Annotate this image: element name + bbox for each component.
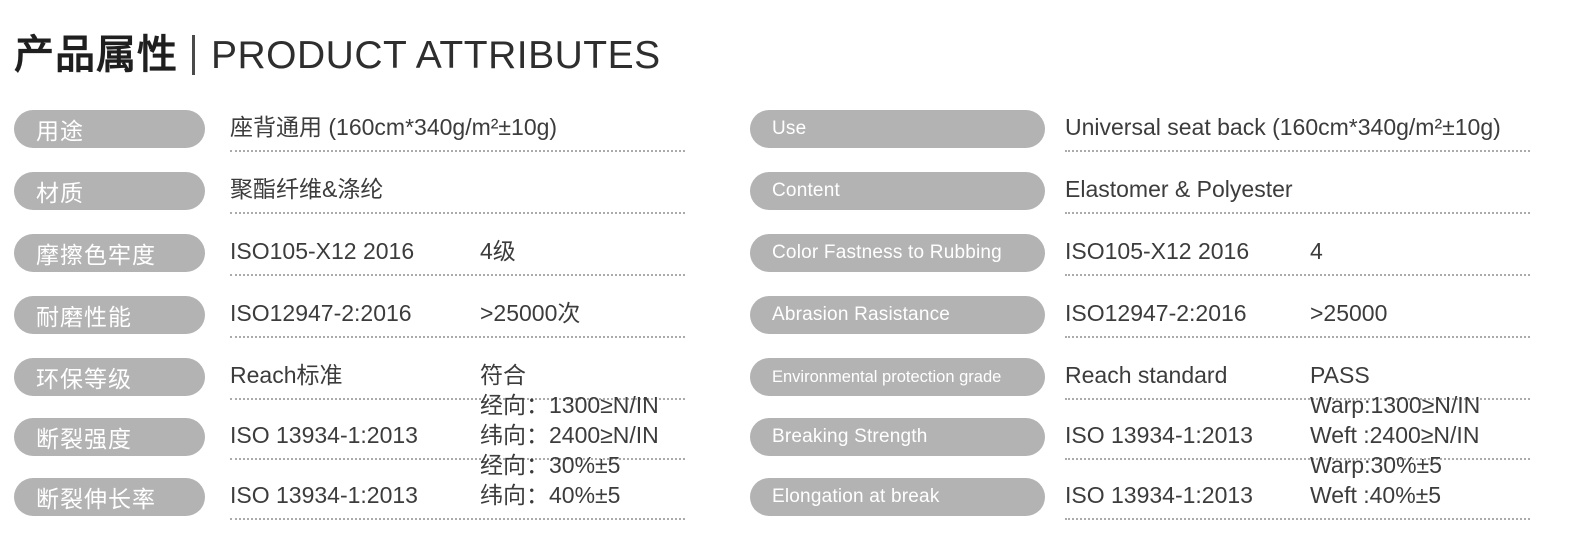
result-warp: Warp:1300≥N/IN xyxy=(1310,392,1481,418)
attribute-row-breaking-strength-zh: 断裂强度 ISO 13934-1:2013 经向：1300≥N/IN 纬向：24… xyxy=(14,390,685,460)
attribute-label: Elongation at break xyxy=(772,486,940,507)
attribute-label: Color Fastness to Rubbing xyxy=(772,242,1002,263)
attribute-values: Universal seat back (160cm*340g/m²±10g) xyxy=(1065,112,1530,152)
attribute-label: Environmental protection grade xyxy=(772,367,1002,386)
attribute-label-pill: 环保等级 xyxy=(14,358,205,396)
attribute-row-elongation-en: Elongation at break ISO 13934-1:2013 War… xyxy=(750,450,1530,520)
result-value: 4 xyxy=(1310,238,1323,264)
standard-value: ISO12947-2:2016 xyxy=(1065,300,1247,326)
attribute-label-pill: Environmental protection grade xyxy=(750,358,1045,396)
attribute-values: ISO105-X12 2016 4 xyxy=(1065,236,1530,276)
attribute-row-use-en: Use Universal seat back (160cm*340g/m²±1… xyxy=(750,110,1530,152)
attribute-label-pill: Use xyxy=(750,110,1045,148)
attributes-grid: 用途 座背通用 (160cm*340g/m²±10g) 材质 聚酯纤维&涤纶 摩… xyxy=(14,110,1530,540)
result-weft: 纬向：2400≥N/IN xyxy=(480,422,659,448)
result-value: 符合 xyxy=(480,362,526,388)
result-value: 经向：1300≥N/IN 纬向：2400≥N/IN xyxy=(480,390,685,450)
attribute-values: Reach标准 符合 xyxy=(230,360,685,400)
attribute-values: ISO 13934-1:2013 Warp:30%±5 Weft :40%±5 xyxy=(1065,450,1530,520)
attribute-values: Reach standard PASS xyxy=(1065,360,1530,400)
attribute-label: 环保等级 xyxy=(36,366,132,392)
attribute-values: ISO105-X12 2016 4级 xyxy=(230,236,685,276)
attribute-values: ISO12947-2:2016 >25000次 xyxy=(230,298,685,338)
result-value: 4级 xyxy=(480,238,516,264)
attribute-row-content-zh: 材质 聚酯纤维&涤纶 xyxy=(14,172,685,214)
attribute-row-elongation-zh: 断裂伸长率 ISO 13934-1:2013 经向：30%±5 纬向：40%±5 xyxy=(14,450,685,520)
attribute-values: ISO 13934-1:2013 经向：30%±5 纬向：40%±5 xyxy=(230,450,685,520)
attribute-label: 断裂伸长率 xyxy=(36,486,156,512)
result-warp: 经向：1300≥N/IN xyxy=(480,392,659,418)
attribute-label-pill: Breaking Strength xyxy=(750,418,1045,456)
attribute-values: 座背通用 (160cm*340g/m²±10g) xyxy=(230,112,685,152)
attributes-column-en: Use Universal seat back (160cm*340g/m²±1… xyxy=(750,110,1530,540)
standard-value: ISO105-X12 2016 xyxy=(1065,238,1250,264)
attribute-values: ISO12947-2:2016 >25000 xyxy=(1065,298,1530,338)
attribute-label-pill: Color Fastness to Rubbing xyxy=(750,234,1045,272)
attribute-row-environmental-zh: 环保等级 Reach标准 符合 xyxy=(14,358,685,400)
standard-value: ISO 13934-1:2013 xyxy=(1065,482,1253,508)
attribute-row-abrasion-zh: 耐磨性能 ISO12947-2:2016 >25000次 xyxy=(14,296,685,338)
attribute-label-pill: Content xyxy=(750,172,1045,210)
page-title-en: PRODUCT ATTRIBUTES xyxy=(211,33,661,77)
attribute-row-abrasion-en: Abrasion Rasistance ISO12947-2:2016 >250… xyxy=(750,296,1530,338)
title-divider xyxy=(192,35,195,75)
attribute-row-color-fastness-en: Color Fastness to Rubbing ISO105-X12 201… xyxy=(750,234,1530,276)
attribute-label-pill: 耐磨性能 xyxy=(14,296,205,334)
standard-value: ISO 13934-1:2013 xyxy=(230,482,418,508)
result-value: Warp:30%±5 Weft :40%±5 xyxy=(1310,450,1530,510)
attributes-column-zh: 用途 座背通用 (160cm*340g/m²±10g) 材质 聚酯纤维&涤纶 摩… xyxy=(14,110,685,540)
attribute-values: ISO 13934-1:2013 Warp:1300≥N/IN Weft :24… xyxy=(1065,390,1530,460)
result-warp: Warp:30%±5 xyxy=(1310,452,1442,478)
result-weft: Weft :40%±5 xyxy=(1310,482,1442,508)
attribute-values: ISO 13934-1:2013 经向：1300≥N/IN 纬向：2400≥N/… xyxy=(230,390,685,460)
result-value: Warp:1300≥N/IN Weft :2400≥N/IN xyxy=(1310,390,1530,450)
attribute-row-breaking-strength-en: Breaking Strength ISO 13934-1:2013 Warp:… xyxy=(750,390,1530,460)
result-weft: 纬向：40%±5 xyxy=(480,482,621,508)
attribute-value: Elastomer & Polyester xyxy=(1065,176,1293,202)
attribute-label: 摩擦色牢度 xyxy=(36,242,156,268)
attribute-label: Breaking Strength xyxy=(772,426,928,447)
attribute-label-pill: Elongation at break xyxy=(750,478,1045,516)
attribute-value: 聚酯纤维&涤纶 xyxy=(230,176,384,202)
attribute-row-environmental-en: Environmental protection grade Reach sta… xyxy=(750,358,1530,400)
result-value: >25000 xyxy=(1310,300,1388,326)
attribute-value: 座背通用 (160cm*340g/m²±10g) xyxy=(230,114,558,140)
standard-value: ISO 13934-1:2013 xyxy=(230,422,418,448)
standard-value: Reach标准 xyxy=(230,362,343,388)
result-value: 经向：30%±5 纬向：40%±5 xyxy=(480,450,685,510)
result-weft: Weft :2400≥N/IN xyxy=(1310,422,1480,448)
standard-value: Reach standard xyxy=(1065,362,1228,388)
attribute-label: 断裂强度 xyxy=(36,426,132,452)
attribute-value: Universal seat back (160cm*340g/m²±10g) xyxy=(1065,114,1501,140)
attribute-label-pill: Abrasion Rasistance xyxy=(750,296,1045,334)
result-value: PASS xyxy=(1310,362,1370,388)
attribute-label-pill: 用途 xyxy=(14,110,205,148)
attribute-label: 耐磨性能 xyxy=(36,304,132,330)
attribute-label-pill: 摩擦色牢度 xyxy=(14,234,205,272)
standard-value: ISO12947-2:2016 xyxy=(230,300,412,326)
attribute-label: Abrasion Rasistance xyxy=(772,304,951,325)
attribute-label-pill: 断裂强度 xyxy=(14,418,205,456)
attribute-row-content-en: Content Elastomer & Polyester xyxy=(750,172,1530,214)
standard-value: ISO105-X12 2016 xyxy=(230,238,415,264)
attribute-row-color-fastness-zh: 摩擦色牢度 ISO105-X12 2016 4级 xyxy=(14,234,685,276)
attribute-label: 材质 xyxy=(36,180,84,206)
attribute-label: 用途 xyxy=(36,118,84,144)
attribute-row-use-zh: 用途 座背通用 (160cm*340g/m²±10g) xyxy=(14,110,685,152)
page-title-zh: 产品属性 xyxy=(14,33,178,77)
attribute-values: Elastomer & Polyester xyxy=(1065,174,1530,214)
attribute-values: 聚酯纤维&涤纶 xyxy=(230,174,685,214)
attribute-label-pill: 材质 xyxy=(14,172,205,210)
attribute-label-pill: 断裂伸长率 xyxy=(14,478,205,516)
result-value: >25000次 xyxy=(480,300,581,326)
standard-value: ISO 13934-1:2013 xyxy=(1065,422,1253,448)
attribute-label: Use xyxy=(772,118,807,139)
attribute-label: Content xyxy=(772,180,840,201)
section-title: 产品属性 PRODUCT ATTRIBUTES xyxy=(14,30,1530,80)
result-warp: 经向：30%±5 xyxy=(480,452,621,478)
